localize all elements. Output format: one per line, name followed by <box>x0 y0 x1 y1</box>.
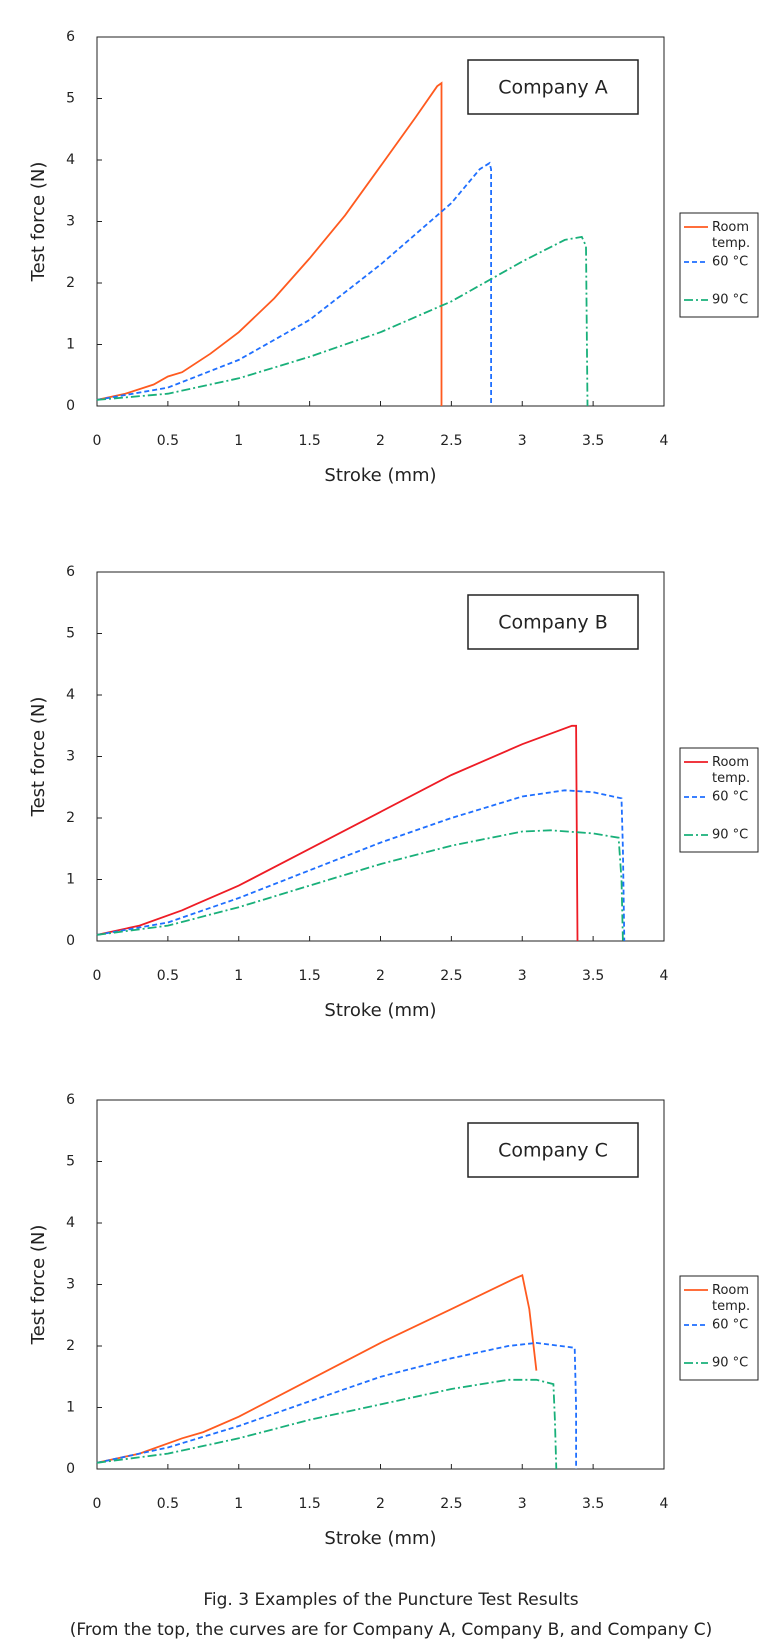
legend-label: 90 °C <box>712 293 748 308</box>
x-tick-label: 4 <box>660 1496 669 1512</box>
x-axis-title: Stroke (mm) <box>324 1000 436 1021</box>
y-tick-label: 6 <box>66 564 75 580</box>
y-tick-label: 6 <box>66 1092 75 1108</box>
y-tick-label: 0 <box>66 933 75 949</box>
x-tick-label: 0.5 <box>157 968 179 984</box>
y-tick-label: 2 <box>66 1338 75 1354</box>
y-tick-label: 0 <box>66 1461 75 1477</box>
y-axis-title: Test force (N) <box>28 697 49 818</box>
x-tick-label: 3 <box>518 433 527 449</box>
legend-label: 90 °C <box>712 1356 748 1371</box>
legend-label: 90 °C <box>712 828 748 843</box>
y-tick-label: 6 <box>66 29 75 45</box>
x-tick-label: 1 <box>234 968 243 984</box>
x-tick-label: 1.5 <box>298 1496 320 1512</box>
legend-label-line: temp. <box>712 771 750 786</box>
x-tick-label: 1.5 <box>298 968 320 984</box>
x-tick-label: 0 <box>93 968 102 984</box>
y-tick-label: 0 <box>66 398 75 414</box>
x-tick-label: 3 <box>518 968 527 984</box>
y-tick-label: 3 <box>66 214 75 230</box>
x-axis-title: Stroke (mm) <box>324 465 436 486</box>
caption-title: Fig. 3 Examples of the Puncture Test Res… <box>203 1590 578 1610</box>
legend-label: Room temp. <box>712 1283 750 1314</box>
x-tick-label: 1 <box>234 1496 243 1512</box>
x-tick-label: 4 <box>660 968 669 984</box>
y-tick-label: 4 <box>66 687 75 703</box>
series-line <box>96 161 492 406</box>
legend-label-line: temp. <box>712 1299 750 1314</box>
x-tick-label: 2.5 <box>440 1496 462 1512</box>
y-axis-title: Test force (N) <box>28 162 49 283</box>
y-tick-label: 2 <box>66 275 75 291</box>
series-line <box>96 724 579 942</box>
legend-label: Room temp. <box>712 755 750 786</box>
legend-label-line: temp. <box>712 236 750 251</box>
x-tick-label: 3.5 <box>582 433 604 449</box>
y-tick-label: 5 <box>66 91 75 107</box>
annotation-box <box>467 594 639 650</box>
legend-label-line: Room <box>712 220 749 235</box>
annotation: Company B <box>498 612 607 634</box>
series-line <box>96 1341 577 1469</box>
annotation: Company A <box>498 77 607 99</box>
x-tick-label: 1.5 <box>298 433 320 449</box>
y-tick-label: 3 <box>66 1277 75 1293</box>
x-tick-label: 2 <box>376 968 385 984</box>
y-tick-label: 3 <box>66 749 75 765</box>
series-line <box>96 829 624 942</box>
y-tick-label: 5 <box>66 1154 75 1170</box>
x-tick-label: 3.5 <box>582 1496 604 1512</box>
x-tick-label: 0 <box>93 433 102 449</box>
x-tick-label: 2.5 <box>440 433 462 449</box>
legend-label: Room temp. <box>712 220 750 251</box>
x-tick-label: 2.5 <box>440 968 462 984</box>
caption-subtitle: (From the top, the curves are for Compan… <box>70 1620 713 1640</box>
x-tick-label: 0.5 <box>157 1496 179 1512</box>
x-tick-label: 0.5 <box>157 433 179 449</box>
y-tick-label: 5 <box>66 626 75 642</box>
annotation-box <box>467 59 639 115</box>
x-tick-label: 3 <box>518 1496 527 1512</box>
x-tick-label: 2 <box>376 1496 385 1512</box>
legend-label: 60 °C <box>712 255 748 270</box>
annotation-box <box>467 1122 639 1178</box>
x-tick-label: 4 <box>660 433 669 449</box>
series-line <box>96 81 443 406</box>
y-tick-label: 1 <box>66 872 75 888</box>
x-tick-label: 3.5 <box>582 968 604 984</box>
annotation: Company C <box>498 1140 608 1162</box>
y-tick-label: 4 <box>66 152 75 168</box>
x-tick-label: 0 <box>93 1496 102 1512</box>
x-tick-label: 2 <box>376 433 385 449</box>
series-line <box>96 1274 538 1464</box>
series-line <box>96 1378 558 1470</box>
y-tick-label: 2 <box>66 810 75 826</box>
legend-label-line: Room <box>712 1283 749 1298</box>
legend-label: 60 °C <box>712 1318 748 1333</box>
y-tick-label: 1 <box>66 1400 75 1416</box>
legend-label: 60 °C <box>712 790 748 805</box>
y-tick-label: 1 <box>66 337 75 353</box>
x-axis-title: Stroke (mm) <box>324 1528 436 1549</box>
legend-label-line: Room <box>712 755 749 770</box>
y-tick-label: 4 <box>66 1215 75 1231</box>
x-tick-label: 1 <box>234 433 243 449</box>
series-line <box>96 235 589 407</box>
series-line <box>96 789 626 942</box>
y-axis-title: Test force (N) <box>28 1225 49 1346</box>
